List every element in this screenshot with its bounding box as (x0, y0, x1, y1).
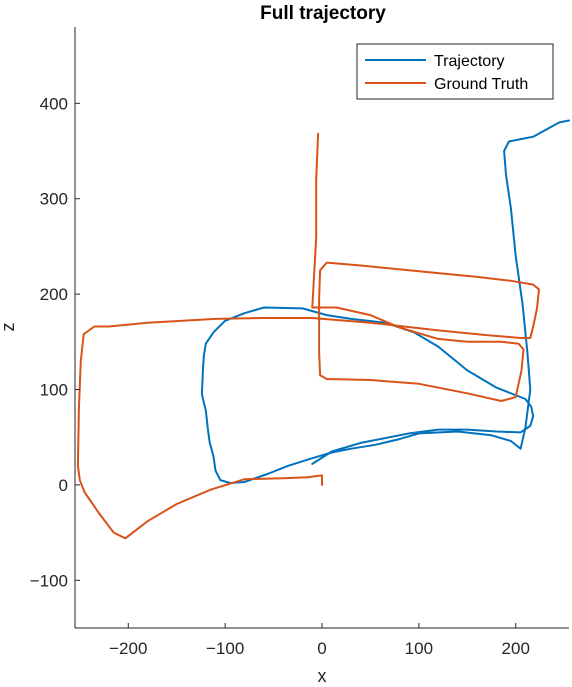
x-tick-label: 200 (502, 639, 530, 658)
x-tick-label: −200 (109, 639, 147, 658)
series-layer (76, 119, 570, 540)
axis-layer: −200 −100 0 100 200 −100 0 100 200 300 400 (30, 27, 569, 658)
y-axis-label: z (0, 323, 18, 332)
y-tick-label: 400 (40, 94, 68, 113)
series-line-ground-truth (76, 132, 540, 540)
x-tick-label: −100 (206, 639, 244, 658)
y-tick-label: 300 (40, 190, 68, 209)
x-tick-label: 100 (405, 639, 433, 658)
chart-title: Full trajectory (260, 3, 386, 24)
y-tick-label: 100 (40, 381, 68, 400)
y-tick-label: −100 (30, 571, 68, 590)
legend-box (356, 43, 554, 100)
plot-area (75, 27, 569, 628)
y-tick-label: 0 (59, 476, 68, 495)
series-line-trajectory (200, 119, 570, 484)
x-tick-label: 0 (317, 639, 326, 658)
legend-ground-truth-label: Ground Truth (434, 76, 528, 93)
legend: Trajectory Ground Truth (356, 43, 554, 100)
legend-trajectory-label: Trajectory (434, 53, 505, 70)
x-axis-label: x (318, 666, 327, 686)
y-tick-label: 200 (40, 285, 68, 304)
